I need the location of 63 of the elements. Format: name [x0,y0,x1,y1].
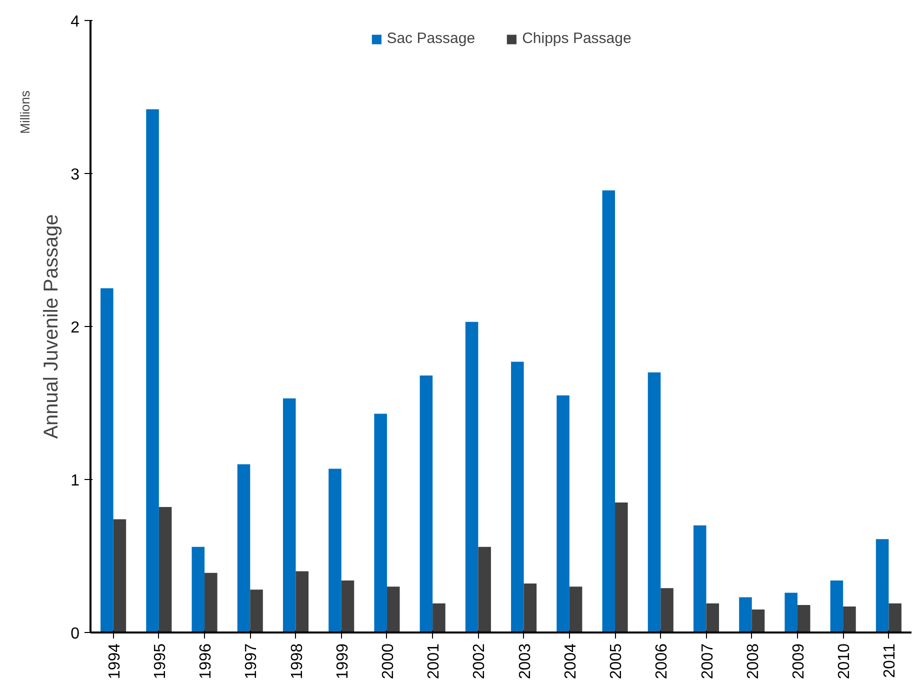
bar [511,362,524,632]
bar [784,592,798,632]
bar [237,464,250,632]
y-tick-label: 0 [70,626,80,642]
x-tick-label: 2008 [744,643,762,680]
bar [830,580,844,632]
y-axis-title: Annual Juvenile Passage [40,214,63,439]
x-tick-label: 2011 [882,643,899,678]
x-tick-label: 1996 [198,643,215,680]
bar [524,584,537,632]
bar [296,571,309,632]
bar [569,586,582,632]
bar [328,468,342,632]
bar [250,590,263,632]
x-tick-label: 2005 [608,643,626,680]
bar [602,190,616,632]
x-tick-label: 2004 [562,643,580,680]
bar [158,507,172,632]
legend-label: Chipps Passage [522,30,632,47]
bar [556,395,570,632]
bar [282,398,296,632]
x-tick-label: 2001 [426,643,443,680]
bar [876,539,889,632]
bar [420,375,433,632]
bar [693,525,706,632]
bar [478,546,491,632]
bar [797,604,810,632]
bar [615,502,628,632]
x-tick-label: 2009 [790,643,808,680]
x-tick-label: 1994 [106,643,124,680]
y-tick-label: 4 [70,14,80,30]
x-tick-label: 1997 [243,643,260,680]
text: Millions [18,90,32,134]
bar [146,109,159,632]
bar [752,610,765,632]
bar [113,519,126,632]
x-tick-label: 1999 [334,643,352,680]
y-tick-label: 2 [70,320,80,336]
x-tick-label: 2003 [516,643,534,680]
x-tick-label: 2007 [699,643,716,680]
legend-label: Sac Passage [386,30,476,47]
bar [374,414,387,632]
bar [192,546,205,632]
bar [100,288,114,632]
x-tick-label: 2010 [836,643,854,680]
x-tick-label: 1998 [288,643,306,680]
bar [660,588,674,632]
bar [843,606,856,632]
bar [204,572,218,632]
y-tick-label: 1 [70,472,80,490]
x-tick-label: 2006 [654,643,671,680]
bar [739,597,752,632]
bar [706,603,720,632]
x-tick-label: 2002 [471,643,488,680]
bar [341,580,354,632]
bar [432,603,446,632]
bar [888,603,902,632]
bar [386,586,400,632]
x-tick-label: 1995 [152,643,169,680]
x-tick-label: 2000 [380,643,397,680]
y-tick-label: 3 [70,166,80,184]
bar [648,372,661,632]
bar [465,322,478,632]
